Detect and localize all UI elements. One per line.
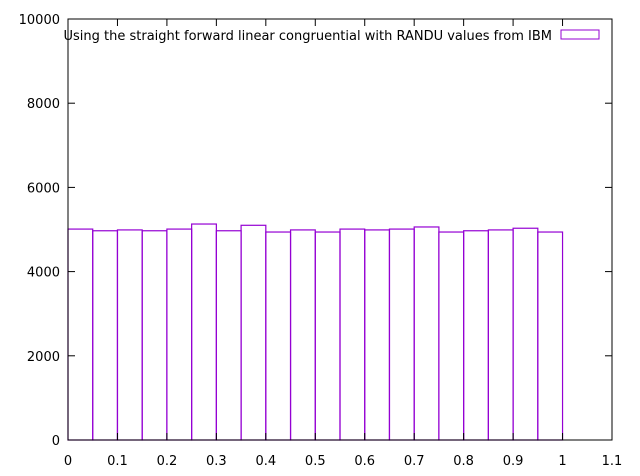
axis-ticks: 0 0.1 0.2 0.3 0.4 0.5 0.6 0.7 0.8 0.9 1 1.1 0 2000 400… (19, 13, 623, 469)
histogram-bar (463, 230, 489, 441)
y-tick-label: 4000 (27, 266, 60, 281)
y-tick-label: 2000 (27, 350, 60, 365)
histogram-bar (537, 231, 564, 441)
histogram-bar (265, 231, 292, 441)
histogram-bar (487, 229, 514, 441)
x-tick-label: 1 (558, 454, 566, 469)
x-tick-label: 0.1 (107, 454, 128, 469)
y-tick-label: 6000 (27, 181, 60, 196)
histogram-bar (339, 228, 366, 441)
x-tick-label: 0.8 (453, 454, 474, 469)
legend-swatch (560, 29, 600, 40)
histogram-bar (413, 226, 440, 441)
x-tick-label: 0.6 (354, 454, 375, 469)
histogram-bar (166, 228, 193, 441)
histogram-bar (141, 230, 168, 441)
histogram-bar (314, 231, 341, 441)
x-tick-label: 0.9 (503, 454, 524, 469)
histogram-bar (240, 224, 267, 441)
histogram-bar (116, 229, 143, 441)
histogram-bar (512, 227, 539, 441)
histogram-bar (289, 229, 316, 441)
histogram-bar (92, 230, 119, 441)
x-tick-label: 1.1 (602, 454, 623, 469)
y-tick-label: 10000 (19, 13, 60, 28)
y-tick-label: 8000 (27, 97, 60, 112)
x-tick-label: 0 (64, 454, 72, 469)
legend-label: Using the straight forward linear congru… (64, 29, 552, 44)
histogram-bar (364, 229, 391, 441)
x-tick-label: 0.5 (305, 454, 326, 469)
x-tick-label: 0.7 (404, 454, 425, 469)
x-tick-label: 0.3 (206, 454, 227, 469)
x-tick-label: 0.4 (255, 454, 276, 469)
histogram-bar (388, 228, 415, 441)
histogram-bar (438, 231, 465, 441)
plot-frame (67, 18, 613, 441)
histogram-bar (191, 223, 217, 441)
histogram-bar (67, 228, 94, 441)
bars-group (67, 223, 564, 441)
legend: Using the straight forward linear congru… (64, 29, 600, 44)
histogram-bar (215, 230, 242, 441)
y-tick-label: 0 (52, 434, 60, 449)
x-tick-label: 0.2 (157, 454, 178, 469)
